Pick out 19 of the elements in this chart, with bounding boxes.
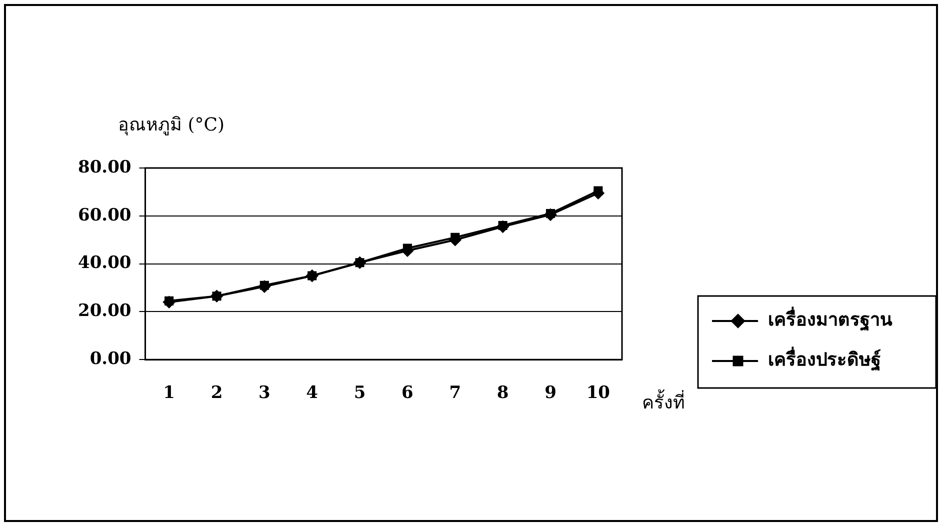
legend-label: เครื่องประดิษฐ์ xyxy=(768,346,881,372)
x-tick-label: 7 xyxy=(449,383,462,404)
x-axis-title: ครั้งที่ xyxy=(642,390,685,414)
x-tick-label: 5 xyxy=(354,383,366,404)
y-tick-label: 80.00 xyxy=(78,157,132,178)
y-tick-label: 60.00 xyxy=(78,205,132,226)
x-tick-label: 1 xyxy=(163,383,175,404)
x-tick-label: 2 xyxy=(210,383,223,404)
x-tick-label: 6 xyxy=(402,383,414,404)
legend-label: เครื่องมาตรฐาน xyxy=(768,306,893,332)
x-tick-label: 8 xyxy=(496,383,509,404)
y-axis-title: อุณหภูมิ (°C) xyxy=(118,114,225,136)
x-tick-label: 9 xyxy=(544,383,556,404)
x-tick-label: 10 xyxy=(586,383,610,404)
x-tick-label: 4 xyxy=(306,383,318,404)
y-tick-label: 40.00 xyxy=(78,253,132,274)
y-tick-label: 20.00 xyxy=(78,301,132,322)
x-tick-label: 3 xyxy=(258,383,270,404)
y-tick-label: 0.00 xyxy=(90,349,132,370)
